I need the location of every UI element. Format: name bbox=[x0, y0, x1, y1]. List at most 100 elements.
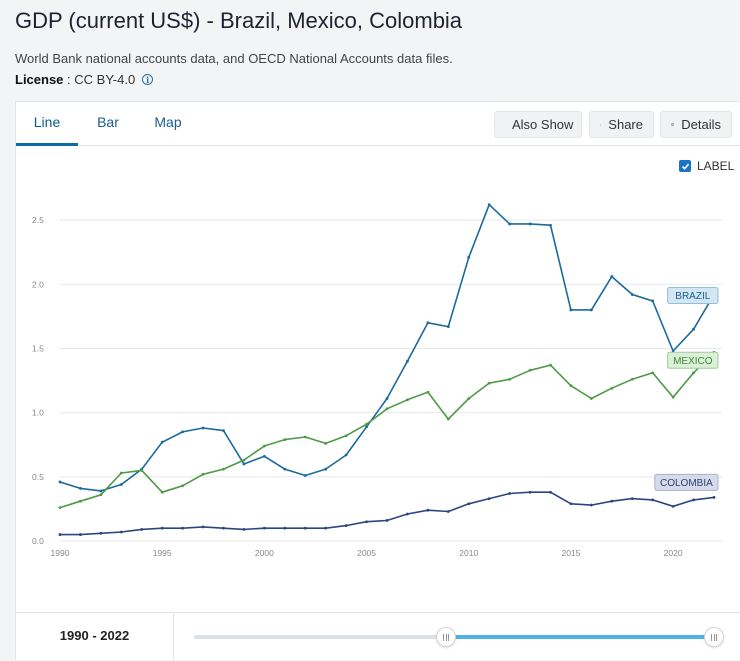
series-label-mexico: MEXICO bbox=[668, 352, 718, 368]
data-point bbox=[631, 497, 634, 500]
y-tick-label: 0.0 bbox=[32, 536, 44, 546]
data-point bbox=[181, 484, 184, 487]
data-point bbox=[570, 309, 573, 312]
grip-icon bbox=[711, 634, 717, 641]
data-point bbox=[59, 481, 62, 484]
data-point bbox=[140, 469, 143, 472]
data-point bbox=[386, 407, 389, 410]
range-label: 1990 - 2022 bbox=[16, 613, 174, 661]
data-point bbox=[406, 360, 409, 363]
series-label-brazil: BRAZIL bbox=[668, 288, 718, 304]
data-point bbox=[222, 468, 225, 471]
data-point bbox=[222, 429, 225, 432]
data-point bbox=[488, 497, 491, 500]
data-point bbox=[120, 483, 123, 486]
data-point bbox=[345, 524, 348, 527]
y-tick-label: 0.5 bbox=[32, 472, 44, 482]
data-point bbox=[243, 528, 246, 531]
data-point bbox=[161, 491, 164, 494]
data-point bbox=[263, 445, 266, 448]
data-point bbox=[120, 531, 123, 534]
data-point bbox=[651, 300, 654, 303]
data-point bbox=[304, 474, 307, 477]
x-tick-label: 2000 bbox=[255, 548, 274, 558]
data-point bbox=[181, 430, 184, 433]
data-point bbox=[549, 491, 552, 494]
data-point bbox=[386, 519, 389, 522]
x-tick-label: 2010 bbox=[459, 548, 478, 558]
data-point bbox=[59, 533, 62, 536]
data-point bbox=[508, 492, 511, 495]
data-point bbox=[243, 459, 246, 462]
data-point bbox=[467, 256, 470, 259]
data-point bbox=[549, 224, 552, 227]
data-point bbox=[345, 454, 348, 457]
data-point bbox=[59, 506, 62, 509]
data-point bbox=[406, 513, 409, 516]
series-line-brazil bbox=[60, 205, 714, 491]
data-point bbox=[488, 382, 491, 385]
data-point bbox=[529, 369, 532, 372]
y-tick-label: 1.0 bbox=[32, 408, 44, 418]
data-point bbox=[570, 384, 573, 387]
data-point bbox=[79, 500, 82, 503]
data-point bbox=[570, 502, 573, 505]
series-label-colombia: COLOMBIA bbox=[655, 474, 718, 490]
data-point bbox=[610, 275, 613, 278]
data-point bbox=[202, 525, 205, 528]
data-point bbox=[426, 509, 429, 512]
series-label-text: MEXICO bbox=[673, 356, 713, 367]
data-point bbox=[263, 455, 266, 458]
page-subtitle: World Bank national accounts data, and O… bbox=[15, 51, 453, 66]
data-point bbox=[283, 527, 286, 530]
data-point bbox=[713, 496, 716, 499]
data-point bbox=[590, 309, 593, 312]
series-line-colombia bbox=[60, 492, 714, 534]
data-point bbox=[263, 527, 266, 530]
data-point bbox=[79, 533, 82, 536]
info-icon[interactable]: i bbox=[142, 74, 153, 85]
data-point bbox=[324, 527, 327, 530]
data-point bbox=[365, 520, 368, 523]
grip-icon bbox=[443, 634, 449, 641]
page-title: GDP (current US$) - Brazil, Mexico, Colo… bbox=[15, 8, 462, 34]
data-point bbox=[529, 491, 532, 494]
x-tick-label: 1990 bbox=[51, 548, 70, 558]
data-point bbox=[243, 463, 246, 466]
y-tick-label: 2.5 bbox=[32, 215, 44, 225]
y-tick-label: 2.0 bbox=[32, 279, 44, 289]
x-tick-label: 2005 bbox=[357, 548, 376, 558]
data-point bbox=[345, 434, 348, 437]
data-point bbox=[467, 397, 470, 400]
data-point bbox=[304, 436, 307, 439]
data-point bbox=[508, 378, 511, 381]
data-point bbox=[324, 442, 327, 445]
range-start-handle[interactable] bbox=[436, 627, 456, 647]
data-point bbox=[140, 528, 143, 531]
data-point bbox=[426, 391, 429, 394]
data-point bbox=[651, 499, 654, 502]
data-point bbox=[365, 425, 368, 428]
data-point bbox=[631, 293, 634, 296]
range-slider-fill bbox=[446, 635, 714, 639]
data-point bbox=[610, 500, 613, 503]
data-point bbox=[447, 510, 450, 513]
data-point bbox=[692, 328, 695, 331]
data-point bbox=[631, 378, 634, 381]
data-point bbox=[304, 527, 307, 530]
x-tick-label: 1995 bbox=[153, 548, 172, 558]
data-point bbox=[161, 441, 164, 444]
data-point bbox=[590, 504, 593, 507]
data-point bbox=[692, 499, 695, 502]
data-point bbox=[426, 321, 429, 324]
data-point bbox=[99, 490, 102, 493]
series-line-mexico bbox=[60, 352, 714, 507]
data-point bbox=[529, 223, 532, 226]
license-line: License : CC BY-4.0 i bbox=[15, 72, 153, 87]
x-tick-label: 2015 bbox=[561, 548, 580, 558]
data-point bbox=[283, 468, 286, 471]
data-point bbox=[79, 487, 82, 490]
data-point bbox=[549, 364, 552, 367]
range-end-handle[interactable] bbox=[704, 627, 724, 647]
